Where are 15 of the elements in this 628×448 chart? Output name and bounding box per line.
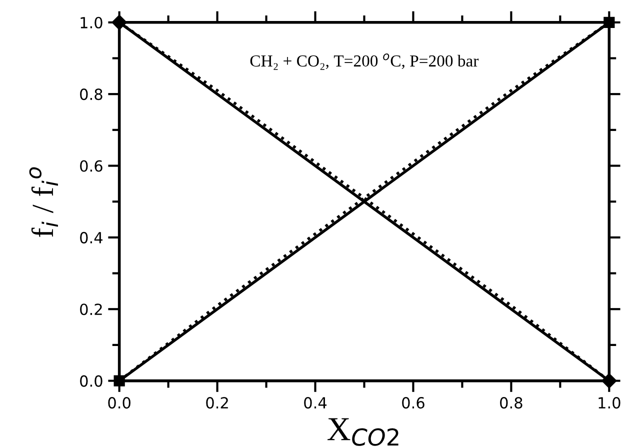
x-tick-label: 0.6 <box>402 397 424 409</box>
x-tick-label: 1.0 <box>598 397 620 409</box>
y-axis-title: f$_{i}$ / f$_{i}$$^{o}$ <box>29 167 58 238</box>
y-tick-label: 0.6 <box>80 160 102 172</box>
annotation: CH₂ + CO₂, T=200 $^{o}$C, P=200 bar <box>250 54 479 70</box>
y-tick-label: 0.2 <box>80 304 102 316</box>
x-axis-title: X$_{CO2}$ <box>327 418 398 446</box>
y-tick-label: 0.4 <box>80 232 102 244</box>
x-tick-label: 0.0 <box>108 397 130 409</box>
y-tick-label: 0.0 <box>80 375 102 387</box>
y-tick-label: 1.0 <box>80 16 102 28</box>
x-tick-label: 0.8 <box>500 397 522 409</box>
x-tick-label: 0.4 <box>304 397 327 409</box>
x-tick-label: 0.2 <box>206 397 228 409</box>
y-tick-label: 0.8 <box>80 88 102 100</box>
